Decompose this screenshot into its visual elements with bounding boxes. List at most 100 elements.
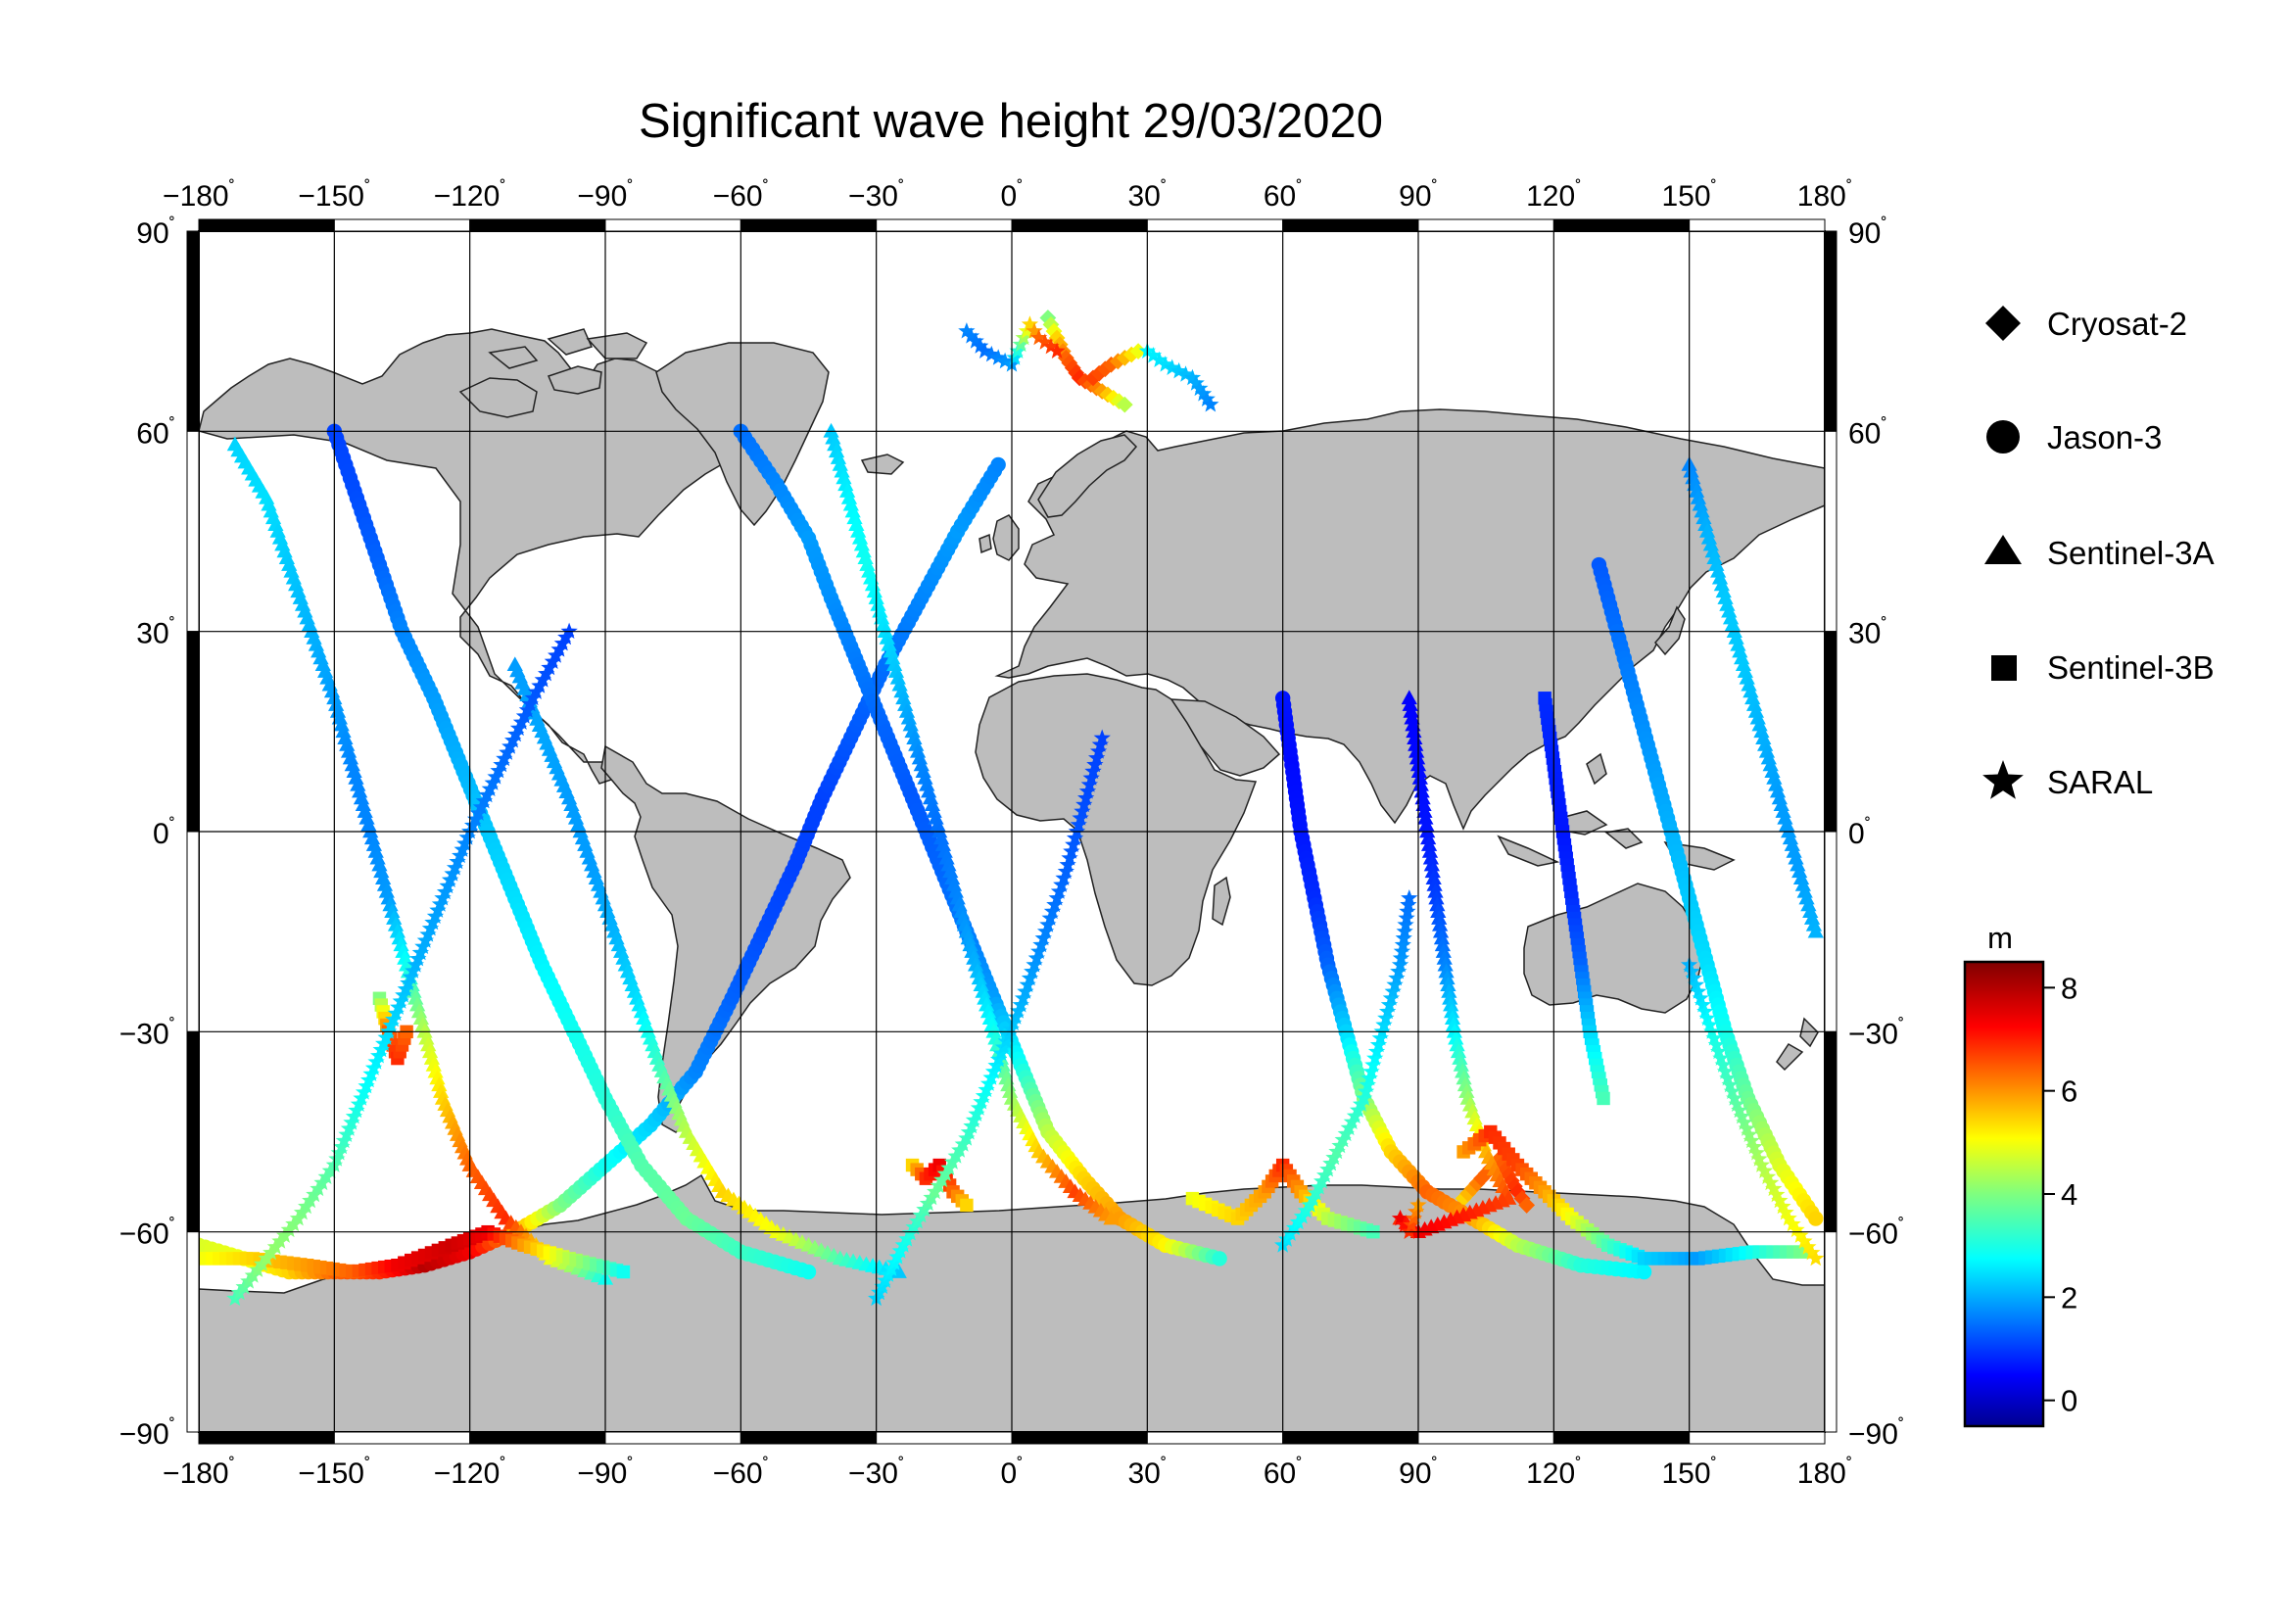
cryosat-2-point bbox=[1477, 1165, 1495, 1182]
sentinel-3a-point bbox=[1456, 1076, 1474, 1092]
sentinel-3a-point bbox=[1443, 996, 1459, 1012]
saral-point bbox=[1774, 1197, 1791, 1215]
lon-labels-top: −180˚ −150˚ −120˚ −90˚ −60˚ −30˚ 0˚ 30˚ 60˚ 90˚ 12… bbox=[163, 178, 1852, 213]
sentinel-3a-point bbox=[1420, 830, 1437, 845]
saral-point bbox=[996, 352, 1014, 369]
cryosat-2-point bbox=[1116, 396, 1133, 413]
frame-segment bbox=[333, 218, 471, 232]
lon-tick-label: 60˚ bbox=[1264, 178, 1303, 213]
sentinel-3a-point bbox=[1403, 703, 1419, 718]
sentinel-3a-point bbox=[1441, 983, 1457, 998]
legend-item-sentinel3b: Sentinel-3B bbox=[1991, 649, 2215, 686]
lon-tick-label: 180˚ bbox=[1797, 178, 1852, 213]
saral-point bbox=[1396, 923, 1413, 939]
saral-point bbox=[1384, 982, 1402, 999]
sentinel-3a-point bbox=[1445, 1017, 1462, 1031]
satellite-legend: Cryosat-2 Jason-3 Sentinel-3A Sentinel-3… bbox=[1982, 306, 2215, 800]
saral-point bbox=[1359, 1075, 1376, 1093]
saral-point bbox=[1731, 1101, 1748, 1119]
saral-point bbox=[1719, 1069, 1737, 1086]
sentinel-3a-point bbox=[1428, 889, 1445, 905]
land-indonesia bbox=[1497, 752, 1736, 871]
saral-point bbox=[1391, 1209, 1409, 1226]
lat-labels-right: 90˚ 60˚ 30˚ 0˚ −30˚ −60˚ −90˚ bbox=[1848, 215, 1904, 1451]
saral-point bbox=[1084, 762, 1102, 780]
saral-point bbox=[1396, 1216, 1413, 1233]
saral-point bbox=[1395, 929, 1412, 946]
saral-point bbox=[1032, 935, 1050, 953]
sentinel-3a-point bbox=[1446, 1023, 1463, 1038]
saral-point bbox=[1755, 1162, 1774, 1178]
saral-point bbox=[1024, 962, 1041, 979]
saral-point bbox=[1036, 333, 1054, 350]
sentinel-3a-point bbox=[1408, 749, 1426, 765]
frame-segment bbox=[1417, 218, 1554, 232]
saral-point bbox=[1373, 1023, 1391, 1039]
saral-point bbox=[1788, 1220, 1805, 1238]
colorbar-unit: m bbox=[1987, 921, 2013, 955]
cryosat-2-point bbox=[1103, 356, 1120, 373]
sentinel-3a-point bbox=[1404, 709, 1420, 725]
cryosat-2-point bbox=[1071, 369, 1088, 387]
cryosat-2-point bbox=[1463, 1179, 1481, 1197]
saral-point bbox=[1017, 982, 1034, 999]
saral-point bbox=[266, 1238, 284, 1255]
saral-point bbox=[982, 345, 1000, 362]
saral-point bbox=[962, 327, 980, 344]
saral-point bbox=[1015, 328, 1032, 346]
saral-point bbox=[1379, 1002, 1397, 1020]
saral-point bbox=[1388, 969, 1406, 986]
cryosat-2-point bbox=[1096, 360, 1114, 378]
saral-point bbox=[1077, 788, 1095, 806]
diamond-symbol-icon bbox=[1985, 306, 2021, 341]
saral-point bbox=[1066, 829, 1084, 846]
saral-point bbox=[1183, 368, 1202, 386]
saral-point bbox=[1399, 902, 1416, 920]
saral-point bbox=[1721, 1075, 1739, 1093]
frame-segment bbox=[1689, 1431, 1826, 1445]
saral-point bbox=[1039, 916, 1057, 932]
saral-point bbox=[1382, 989, 1400, 1006]
cryosat-2-point bbox=[1051, 336, 1069, 354]
saral-point bbox=[1710, 1042, 1728, 1060]
saral-point bbox=[1034, 929, 1052, 946]
saral-point bbox=[1046, 895, 1064, 913]
saral-point bbox=[1362, 1063, 1380, 1079]
sentinel-3a-point bbox=[1450, 1043, 1467, 1059]
saral-point bbox=[1176, 365, 1195, 382]
sentinel-3a-point bbox=[1418, 816, 1435, 832]
saral-point bbox=[989, 349, 1007, 365]
cryosat-2-point bbox=[1518, 1197, 1536, 1214]
map-frame-ticks bbox=[186, 218, 1838, 1445]
saral-point bbox=[1009, 342, 1026, 358]
sentinel-3a-point bbox=[1432, 916, 1449, 931]
saral-point bbox=[1745, 1137, 1763, 1155]
saral-point bbox=[560, 622, 578, 639]
frame-segment bbox=[876, 1431, 1013, 1445]
sentinel-3a-point bbox=[1424, 863, 1441, 879]
sentinel-3a-point bbox=[1401, 690, 1417, 705]
jason-3-point bbox=[1808, 1211, 1824, 1226]
sentinel-3a-point bbox=[1408, 742, 1425, 758]
saral-point bbox=[1367, 1042, 1386, 1060]
saral-point bbox=[1401, 889, 1418, 906]
saral-point bbox=[958, 322, 976, 339]
frame-segment bbox=[1689, 218, 1826, 232]
wave-height-tracks bbox=[199, 310, 1825, 1307]
legend-item-jason3: Jason-3 bbox=[1986, 419, 2162, 455]
frame-segment bbox=[740, 1431, 878, 1445]
saral-point bbox=[1048, 342, 1066, 358]
land-british-isles bbox=[978, 514, 1020, 561]
sentinel-3a-point bbox=[1452, 1050, 1468, 1065]
sentinel-3a-point bbox=[1103, 1210, 1120, 1225]
saral-point bbox=[1683, 962, 1700, 979]
saral-point bbox=[1057, 862, 1074, 880]
saral-point bbox=[1080, 776, 1098, 792]
sentinel-3a-point bbox=[1421, 843, 1439, 858]
cryosat-2-point bbox=[1122, 346, 1140, 363]
lon-tick-label: −60˚ bbox=[713, 1456, 769, 1490]
saral-point bbox=[1698, 1009, 1716, 1027]
saral-point bbox=[1768, 1185, 1786, 1203]
sentinel-3a-point bbox=[1410, 763, 1428, 778]
lat-labels-left: 90˚ 60˚ 30˚ 0˚ −30˚ −60˚ −90˚ bbox=[119, 215, 175, 1451]
